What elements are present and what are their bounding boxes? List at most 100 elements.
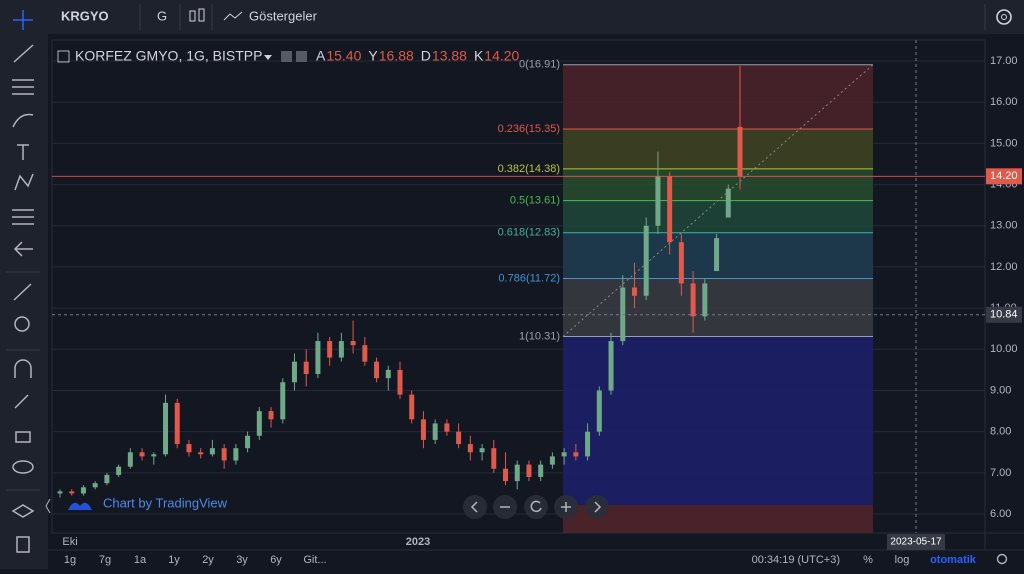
range-button[interactable]: 3y bbox=[236, 554, 248, 566]
candle-body bbox=[280, 382, 286, 420]
clock: 00:34:19 (UTC+3) bbox=[752, 554, 840, 566]
fib-band bbox=[563, 278, 873, 337]
ohlc-key: K bbox=[474, 48, 484, 64]
candle-body bbox=[350, 341, 356, 346]
range-button[interactable]: 6y bbox=[270, 554, 282, 566]
candle-body bbox=[608, 341, 614, 391]
settings-icon-core bbox=[1001, 14, 1007, 20]
y-tick-label: 17.00 bbox=[990, 55, 1018, 67]
fib-label: 0.382(14.38) bbox=[498, 163, 560, 175]
candle-body bbox=[233, 448, 239, 461]
auto-toggle[interactable]: otomatik bbox=[930, 554, 977, 566]
ohlc-value: 15.40 bbox=[326, 48, 361, 64]
indicators-button[interactable]: Göstergeler bbox=[249, 8, 318, 23]
chart-type-icon[interactable] bbox=[189, 8, 205, 22]
bottom-bar: 1g 7g 1a 1y 2y 3y 6y Git... 00:34:19 (UTC+3)% log… bbox=[64, 554, 977, 566]
candle-body bbox=[198, 452, 204, 455]
percent-toggle[interactable]: % bbox=[863, 554, 873, 566]
candle-body bbox=[362, 345, 368, 362]
candle-body bbox=[69, 491, 75, 494]
watermark: Chart by TradingView bbox=[103, 495, 228, 510]
legend-icon bbox=[281, 51, 292, 62]
candle-body bbox=[678, 242, 684, 284]
candle-body bbox=[315, 341, 321, 375]
fib-label: 1(10.31) bbox=[519, 330, 560, 342]
settings-icon[interactable] bbox=[996, 9, 1012, 25]
candle-body bbox=[174, 402, 180, 445]
candle-body bbox=[163, 402, 169, 455]
candle-body bbox=[268, 411, 274, 420]
y-tick-label: 7.00 bbox=[990, 467, 1011, 479]
x-tick-label: Eki bbox=[62, 536, 77, 548]
ohlc-value: 13.88 bbox=[432, 48, 467, 64]
candle-body bbox=[104, 474, 110, 484]
hide-panel-arrow[interactable] bbox=[45, 498, 51, 514]
x-tick-label: 2023 bbox=[406, 536, 430, 548]
candle-body bbox=[256, 411, 262, 436]
y-tick-label: 10.00 bbox=[990, 343, 1018, 355]
log-toggle[interactable]: log bbox=[895, 554, 910, 566]
candle-body bbox=[585, 431, 591, 457]
fib-band bbox=[563, 200, 873, 233]
candle-body bbox=[526, 464, 532, 477]
fib-band bbox=[563, 505, 873, 533]
fib-label: 0.5(13.61) bbox=[510, 195, 560, 207]
candle-body bbox=[702, 283, 708, 317]
indicators-icon[interactable] bbox=[223, 11, 243, 21]
nav-icons bbox=[470, 500, 602, 513]
candle-body bbox=[139, 452, 145, 457]
candle-body bbox=[186, 444, 192, 453]
fib-band bbox=[563, 128, 873, 169]
fib-band bbox=[563, 336, 873, 505]
top-toolbar bbox=[48, 0, 1024, 34]
crosshair-price-tag bbox=[986, 306, 1022, 323]
y-tick-label: 13.00 bbox=[990, 220, 1018, 232]
crosshair-date-tag bbox=[887, 534, 945, 550]
range-button[interactable]: Git... bbox=[303, 554, 326, 566]
candle-body bbox=[127, 452, 133, 467]
fib-label: 0.786(11.72) bbox=[498, 272, 560, 284]
candle-body bbox=[409, 394, 415, 420]
candle-body bbox=[303, 361, 309, 375]
candle-body bbox=[374, 361, 380, 379]
candle-body bbox=[737, 126, 743, 177]
candle-body bbox=[725, 188, 731, 218]
collapse-button[interactable] bbox=[57, 50, 70, 63]
candle-body bbox=[491, 448, 497, 469]
y-tick-label: 9.00 bbox=[990, 384, 1011, 396]
axis-settings-icon[interactable] bbox=[996, 553, 1008, 565]
last-price-tag bbox=[986, 168, 1022, 185]
candle-body bbox=[573, 452, 579, 457]
candle-body bbox=[291, 361, 297, 383]
y-tick-label: 16.00 bbox=[990, 96, 1018, 108]
candle-body bbox=[420, 419, 426, 440]
dropdown-arrow[interactable] bbox=[264, 55, 272, 60]
interval[interactable]: G bbox=[157, 8, 167, 23]
candle-body bbox=[327, 341, 333, 358]
left-toolbar bbox=[0, 0, 48, 569]
candle-body bbox=[503, 468, 509, 482]
candle-body bbox=[631, 287, 637, 296]
candle-body bbox=[444, 423, 450, 432]
crosshair-date-label: 2023-05-17 bbox=[890, 537, 942, 548]
candle-body bbox=[338, 341, 344, 358]
candle-body bbox=[92, 483, 98, 488]
candle-body bbox=[151, 454, 157, 457]
candle-body bbox=[514, 464, 520, 482]
range-button[interactable]: 2y bbox=[202, 554, 214, 566]
candle-body bbox=[538, 464, 544, 477]
range-button[interactable]: 1g bbox=[64, 554, 76, 566]
candle-body bbox=[80, 487, 86, 494]
y-tick-label: 6.00 bbox=[990, 508, 1011, 520]
drawing-tools[interactable] bbox=[11, 10, 35, 553]
candle-body bbox=[655, 176, 661, 226]
range-button[interactable]: 1y bbox=[168, 554, 180, 566]
range-button[interactable]: 1a bbox=[134, 554, 147, 566]
range-button[interactable]: 7g bbox=[99, 554, 111, 566]
candle-body bbox=[57, 491, 63, 494]
candle-body bbox=[432, 423, 438, 440]
candle-body bbox=[714, 238, 720, 272]
candle-body bbox=[397, 369, 403, 395]
symbol[interactable]: KRGYO bbox=[61, 8, 109, 23]
